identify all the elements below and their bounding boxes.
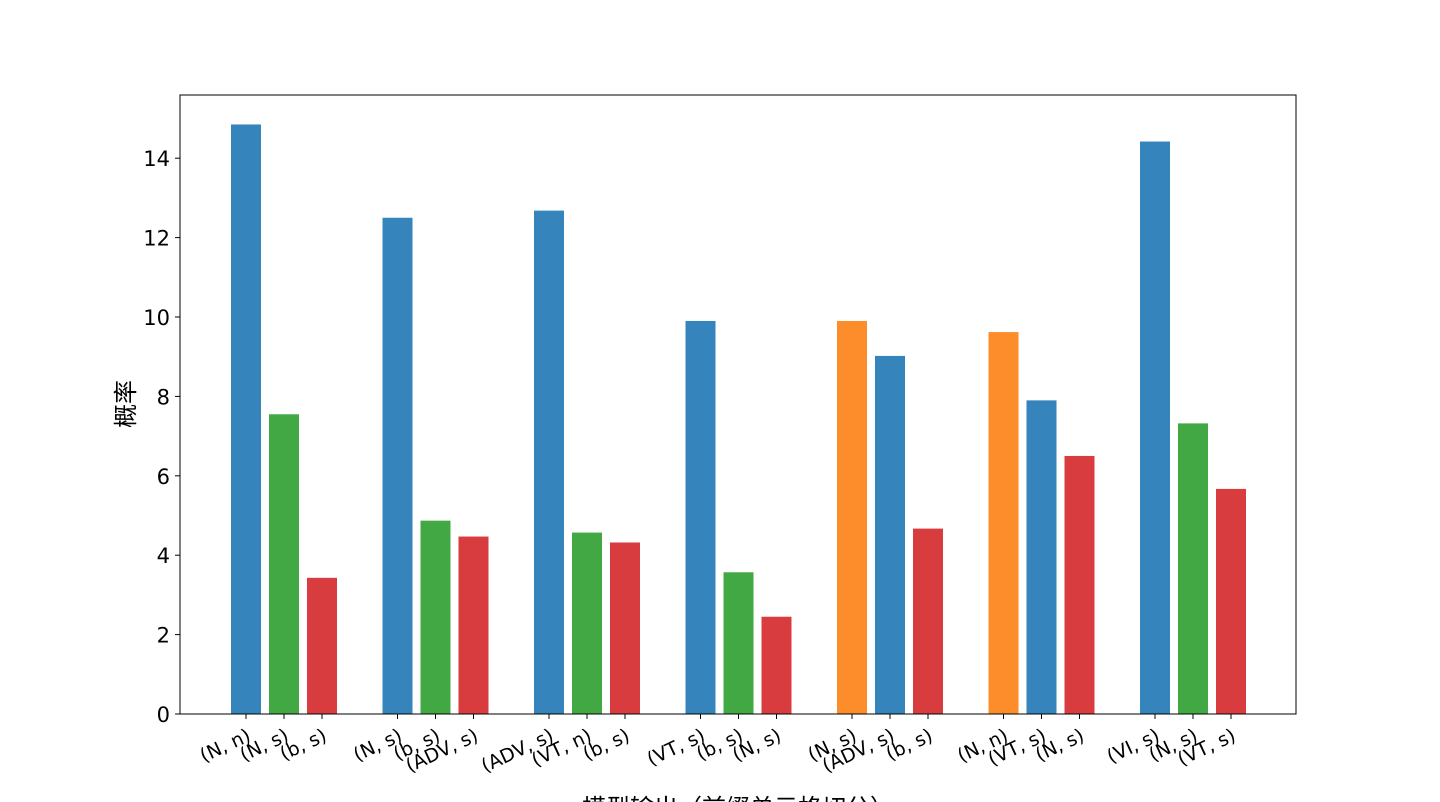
bar-g5-b3 bbox=[913, 528, 943, 714]
bar-g3-b2 bbox=[572, 532, 602, 714]
bar-g2-b2 bbox=[420, 520, 451, 714]
x-axis-label: 模型输出（前缀单元格切分） bbox=[582, 794, 894, 802]
y-tick-label: 0 bbox=[157, 703, 170, 727]
y-tick-label: 12 bbox=[143, 227, 170, 251]
bar-g7-b1 bbox=[1140, 141, 1170, 714]
bar-g1-b2 bbox=[269, 414, 299, 714]
bars-layer bbox=[231, 124, 1246, 714]
y-tick-label: 2 bbox=[157, 624, 170, 648]
bar-g7-b3 bbox=[1216, 488, 1246, 714]
bar-g6-b3 bbox=[1064, 455, 1095, 714]
bar-g4-b2 bbox=[723, 572, 754, 714]
y-axis-label: 概率 bbox=[112, 380, 140, 428]
bar-g2-b1 bbox=[382, 217, 413, 714]
bar-g4-b1 bbox=[685, 320, 716, 714]
y-tick-label: 4 bbox=[157, 544, 170, 568]
bar-g7-b2 bbox=[1178, 423, 1208, 714]
y-tick-label: 8 bbox=[157, 385, 170, 409]
x-tick-label: (ADV, s) bbox=[402, 725, 481, 778]
plot-frame bbox=[179, 94, 1297, 715]
x-axis: (N, n)(N, s)(b, s) (N, s)(b, s)(ADV, s)(A… bbox=[197, 714, 1239, 777]
y-tick-label: 14 bbox=[143, 147, 170, 171]
bar-g4-b3 bbox=[761, 616, 792, 714]
y-axis: 0 2 4 6 8 10 12 14 bbox=[143, 147, 180, 727]
bar-g3-b3 bbox=[610, 542, 640, 714]
bar-g6-b1 bbox=[988, 332, 1019, 714]
bar-g1-b3 bbox=[307, 577, 337, 714]
y-tick-label: 6 bbox=[157, 465, 170, 489]
y-tick-label: 10 bbox=[143, 306, 170, 330]
bar-g5-b2 bbox=[875, 355, 905, 714]
bar-g2-b3 bbox=[458, 536, 489, 714]
bar-g6-b2 bbox=[1026, 400, 1057, 714]
bar-g1-b1 bbox=[231, 124, 261, 714]
bar-g5-b1 bbox=[837, 320, 867, 714]
bar-g3-b1 bbox=[534, 210, 564, 714]
